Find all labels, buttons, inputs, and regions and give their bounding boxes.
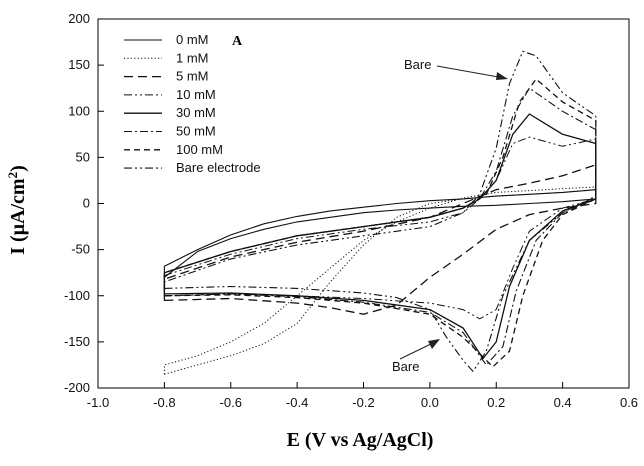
panel-label: A xyxy=(232,34,243,49)
annotation-arrow-top xyxy=(436,65,505,79)
y-axis-title-sup: 2 xyxy=(5,172,20,179)
x-tick-label: -1.0 xyxy=(87,395,109,410)
annotation-arrowhead-top xyxy=(496,72,508,80)
x-tick-label: 0.6 xyxy=(620,395,638,410)
series-layer xyxy=(163,50,597,375)
y-axis-title-main: I (μA/cm xyxy=(7,178,29,255)
y-tick-label: -150 xyxy=(64,334,90,349)
legend-label-2: 5 mM xyxy=(176,69,209,84)
series-line-1 xyxy=(163,186,597,375)
series-line-6 xyxy=(163,78,597,368)
series-line-7 xyxy=(163,50,597,372)
legend-label-3: 10 mM xyxy=(176,87,216,102)
legend-label-0: 0 mM xyxy=(176,32,209,47)
y-tick-label: -200 xyxy=(64,380,90,395)
legend-label-6: 100 mM xyxy=(176,142,223,157)
legend: 0 mM 1 mM 5 mM 10 mM 30 mM 50 mM 100 mM Bare el… xyxy=(124,32,261,175)
legend-label-7: Bare electrode xyxy=(176,160,261,175)
x-tick-label: 0.4 xyxy=(554,395,572,410)
y-tick-label: -100 xyxy=(64,288,90,303)
y-tick-label: -50 xyxy=(71,242,90,257)
y-tick-label: 50 xyxy=(76,149,90,164)
series-line-2 xyxy=(163,164,597,315)
annotation-bare-top: Bare xyxy=(404,57,431,72)
y-axis-title-group: I (μA/cm2) xyxy=(5,165,29,255)
x-tick-label: -0.4 xyxy=(286,395,308,410)
y-tick-label: 0 xyxy=(83,196,90,211)
ticks-layer: -1.0 -0.8 -0.6 -0.4 -0.2 0.0 0.2 0.4 0.6 -200 -150… xyxy=(64,11,638,410)
legend-label-5: 50 mM xyxy=(176,124,216,139)
x-tick-label: -0.8 xyxy=(153,395,175,410)
y-axis-title: I (μA/cm2) xyxy=(5,165,29,255)
annotation-arrowhead-bottom xyxy=(428,339,440,349)
y-axis-title-close: ) xyxy=(7,165,29,172)
y-tick-label: 200 xyxy=(68,11,90,26)
plot-area: -1.0 -0.8 -0.6 -0.4 -0.2 0.0 0.2 0.4 0.6 -200 -150… xyxy=(64,11,638,410)
y-tick-label: 150 xyxy=(68,57,90,72)
series-line-5 xyxy=(163,87,597,366)
x-axis-title: E (V vs Ag/AgCl) xyxy=(287,429,434,451)
x-tick-label: 0.0 xyxy=(421,395,439,410)
series-line-4 xyxy=(163,113,597,360)
legend-label-4: 30 mM xyxy=(176,105,216,120)
x-tick-label: -0.2 xyxy=(352,395,374,410)
x-tick-label: 0.2 xyxy=(487,395,505,410)
annotations: Bare Bare xyxy=(392,57,508,374)
legend-label-1: 1 mM xyxy=(176,50,209,65)
x-tick-label: -0.6 xyxy=(220,395,242,410)
y-tick-label: 100 xyxy=(68,103,90,118)
annotation-bare-bottom: Bare xyxy=(392,359,419,374)
